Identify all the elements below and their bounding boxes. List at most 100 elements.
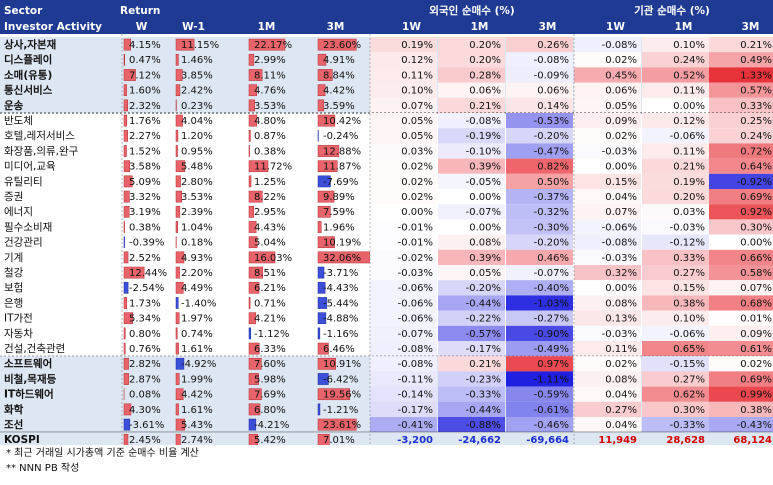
flow-value: -0.44% bbox=[466, 298, 501, 309]
return-bar bbox=[317, 357, 336, 370]
flow-heat-cell bbox=[370, 52, 437, 68]
flow-value: 0.06% bbox=[469, 86, 501, 97]
flow-heat-cell bbox=[642, 82, 709, 98]
return-value: -1.40% bbox=[181, 298, 216, 309]
flow-value: 0.02% bbox=[740, 359, 772, 370]
return-value: -3.61% bbox=[129, 420, 164, 431]
flow-heat-cell bbox=[574, 128, 641, 144]
flow-heat-cell bbox=[438, 189, 505, 205]
return-value: 7.01% bbox=[323, 435, 355, 445]
return-value: 5.34% bbox=[129, 314, 161, 325]
flow-value: 0.07% bbox=[740, 283, 772, 294]
header-return-col: 1M bbox=[258, 21, 276, 33]
return-bar bbox=[248, 251, 276, 264]
flow-value: -0.01% bbox=[398, 238, 433, 249]
flow-value: -0.03% bbox=[398, 268, 433, 279]
flow-heat-cell bbox=[574, 341, 641, 357]
flow-heat-cell bbox=[642, 386, 709, 402]
return-bar bbox=[317, 84, 326, 97]
flow-value: 0.30% bbox=[673, 405, 705, 416]
flow-heat-cell bbox=[506, 310, 573, 326]
flow-heat-cell bbox=[506, 234, 573, 250]
flow-heat-cell bbox=[642, 158, 709, 174]
flow-value: 0.32% bbox=[605, 268, 637, 279]
return-value: -5.44% bbox=[323, 298, 358, 309]
return-value: 2.32% bbox=[129, 101, 161, 112]
flow-value: -0.08% bbox=[398, 359, 433, 370]
return-value: 4.49% bbox=[181, 283, 213, 294]
flow-heat-cell bbox=[438, 97, 505, 113]
flow-heat-cell bbox=[709, 280, 773, 296]
flow-heat-cell bbox=[506, 356, 573, 372]
flow-value: -0.17% bbox=[466, 344, 501, 355]
flow-value: -0.08% bbox=[534, 55, 569, 66]
flow-heat-cell bbox=[506, 371, 573, 387]
return-bar bbox=[175, 281, 184, 294]
flow-value: 0.00% bbox=[401, 207, 433, 218]
flow-value: -0.19% bbox=[466, 131, 501, 142]
flow-value: 0.02% bbox=[401, 192, 433, 203]
return-bar bbox=[248, 266, 264, 279]
flow-heat-cell bbox=[574, 37, 641, 53]
return-value: 23.60% bbox=[323, 40, 361, 51]
flow-heat-cell bbox=[709, 265, 773, 281]
return-value: 8.22% bbox=[254, 192, 286, 203]
flow-value: 0.38% bbox=[740, 405, 772, 416]
return-value: 0.08% bbox=[129, 390, 161, 401]
flow-heat-cell bbox=[438, 401, 505, 417]
return-value: 0.38% bbox=[129, 222, 161, 233]
return-value: 10.42% bbox=[323, 116, 361, 127]
return-value: 3.53% bbox=[254, 101, 286, 112]
sector-label: 필수소비재 bbox=[4, 221, 52, 233]
flow-value: 0.21% bbox=[469, 101, 501, 112]
flow-value: 0.28% bbox=[469, 70, 501, 81]
flow-heat-cell bbox=[438, 310, 505, 326]
flow-value: 0.08% bbox=[605, 374, 637, 385]
flow-value: -0.06% bbox=[670, 131, 705, 142]
header-sector: Sector bbox=[4, 5, 43, 17]
return-bar bbox=[175, 84, 181, 97]
return-value: 5.09% bbox=[129, 177, 161, 188]
header-foreign-col: 1M bbox=[471, 21, 489, 33]
flow-value: 0.00% bbox=[605, 283, 637, 294]
flow-heat-cell bbox=[438, 265, 505, 281]
flow-heat-cell bbox=[574, 386, 641, 402]
flow-value: 0.27% bbox=[605, 405, 637, 416]
return-bar bbox=[175, 327, 178, 340]
flow-heat-cell bbox=[642, 52, 709, 68]
return-value: 1.73% bbox=[129, 298, 161, 309]
return-value: 2.52% bbox=[129, 253, 161, 264]
header-activity: Investor Activity bbox=[4, 21, 102, 33]
sector-label: IT가전 bbox=[4, 313, 33, 325]
flow-value: 0.11% bbox=[673, 86, 705, 97]
flow-value: -0.03% bbox=[602, 146, 637, 157]
return-value: 5.48% bbox=[181, 162, 213, 173]
flow-heat-cell bbox=[438, 371, 505, 387]
flow-value: -0.92% bbox=[737, 177, 772, 188]
flow-value: -0.30% bbox=[534, 222, 569, 233]
flow-heat-cell bbox=[642, 371, 709, 387]
sector-label: 철강 bbox=[4, 267, 24, 279]
return-value: 5.04% bbox=[254, 238, 286, 249]
flow-heat-cell bbox=[438, 204, 505, 220]
flow-value: 0.08% bbox=[605, 298, 637, 309]
return-bar bbox=[248, 342, 260, 355]
flow-value: 0.33% bbox=[673, 253, 705, 264]
sector-label: 증권 bbox=[4, 191, 23, 203]
return-value: -3.71% bbox=[323, 268, 358, 279]
return-value: 23.61% bbox=[323, 420, 361, 431]
flow-heat-cell bbox=[642, 97, 709, 113]
return-value: 11.72% bbox=[254, 162, 292, 173]
flow-heat-cell bbox=[709, 386, 773, 402]
flow-heat-cell bbox=[709, 249, 773, 265]
flow-heat-cell bbox=[370, 341, 437, 357]
sector-label: 호텔,레저서비스 bbox=[4, 130, 75, 142]
flow-value: 0.02% bbox=[605, 55, 637, 66]
return-value: 7.59% bbox=[323, 207, 355, 218]
return-value: 4.43% bbox=[254, 222, 286, 233]
return-value: 12.88% bbox=[323, 146, 361, 157]
flow-heat-cell bbox=[506, 67, 573, 83]
flow-heat-cell bbox=[574, 219, 641, 235]
flow-heat-cell bbox=[370, 356, 437, 372]
